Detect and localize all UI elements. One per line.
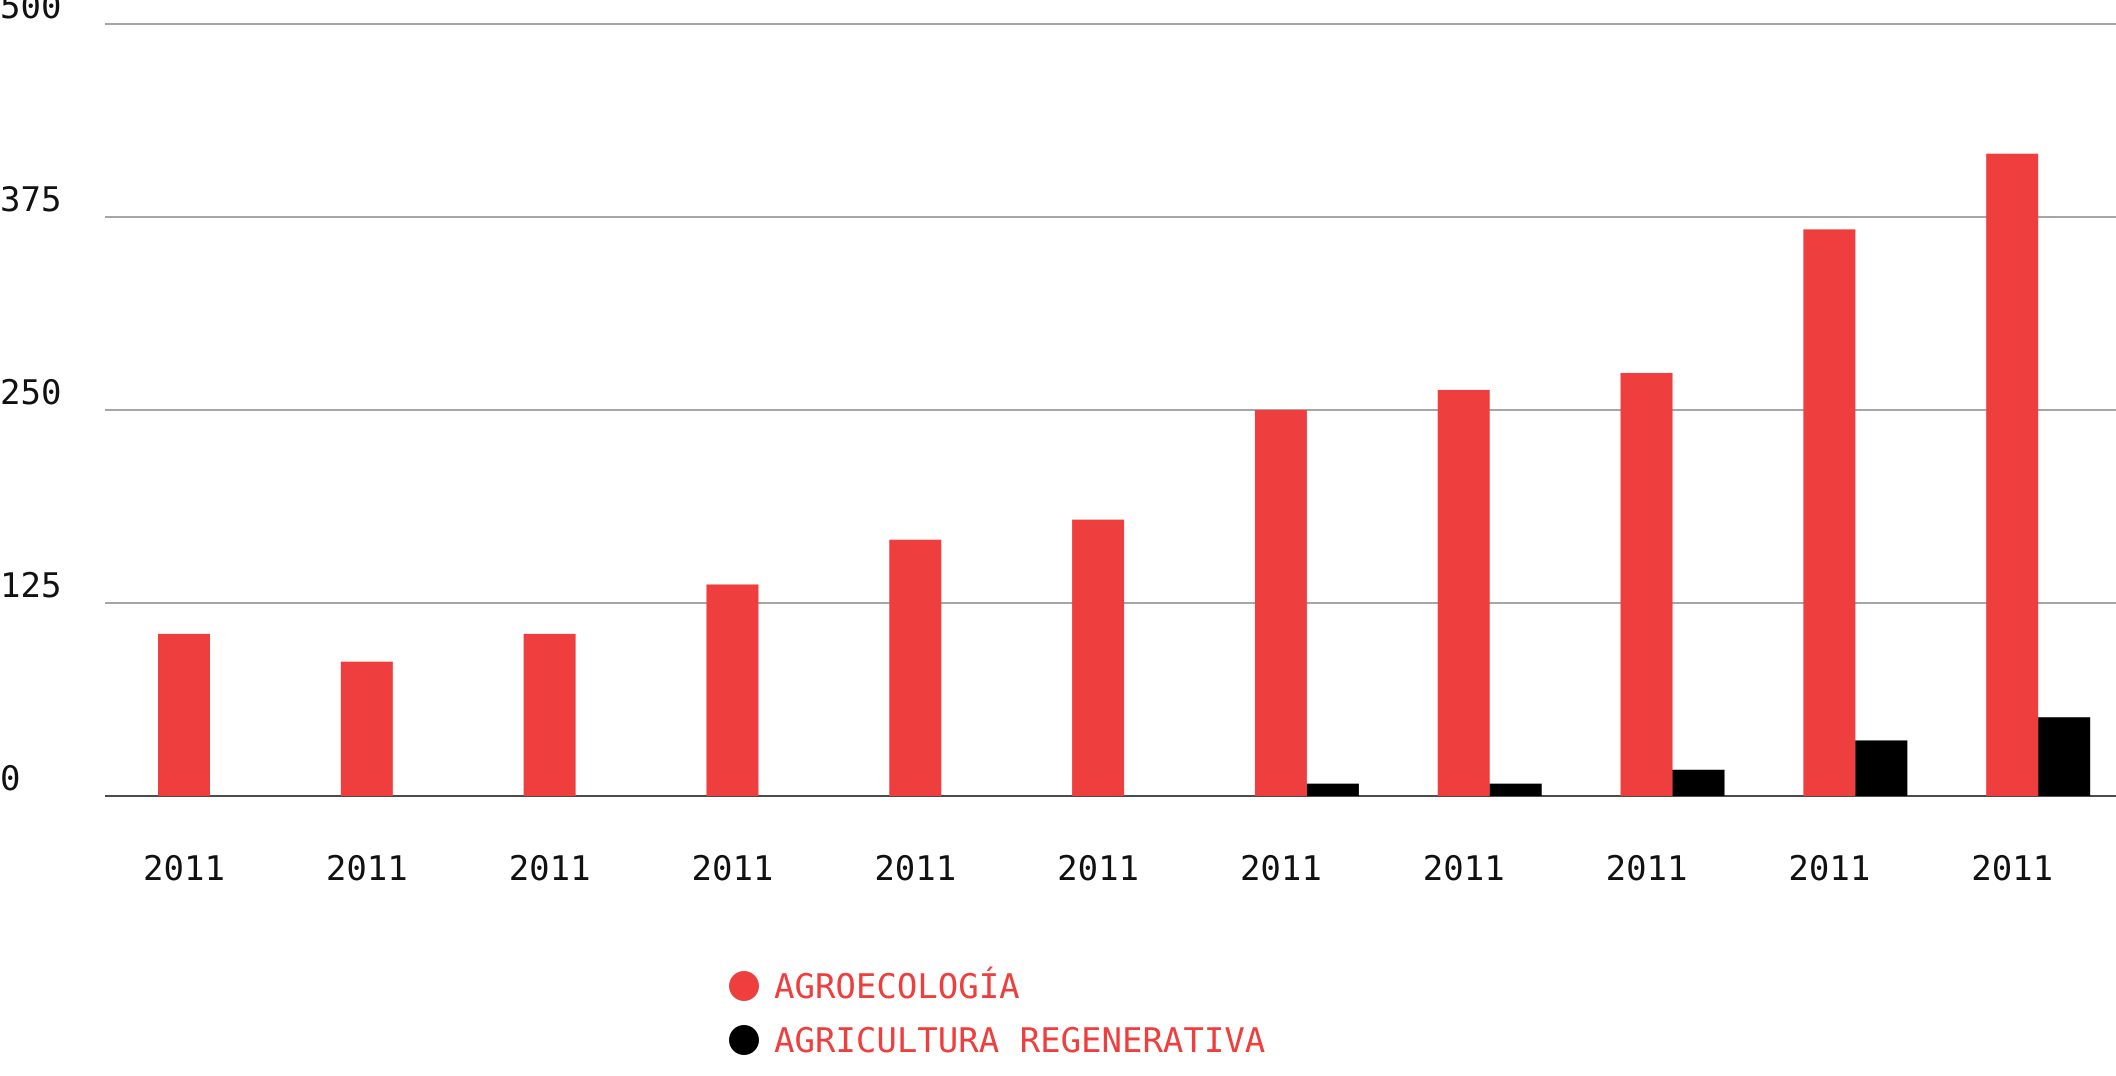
x-tick-label: 2011 bbox=[1971, 849, 2053, 889]
bar bbox=[889, 539, 942, 796]
bar bbox=[1803, 229, 1856, 797]
x-tick-label: 2011 bbox=[326, 849, 408, 889]
legend-label: AGROECOLOGÍA bbox=[774, 966, 1020, 1007]
bar bbox=[706, 584, 759, 796]
bar bbox=[1855, 740, 1908, 796]
x-tick-label: 2011 bbox=[143, 849, 225, 889]
bar bbox=[1672, 769, 1725, 796]
x-tick-label: 2011 bbox=[509, 849, 591, 889]
legend-marker bbox=[729, 1025, 759, 1055]
x-tick-label: 2011 bbox=[1788, 849, 1870, 889]
bar bbox=[158, 633, 210, 796]
y-tick-label: 0 bbox=[0, 759, 20, 799]
legend-label: AGRICULTURA REGENERATIVA bbox=[774, 1021, 1265, 1061]
x-tick-label: 2011 bbox=[692, 849, 774, 889]
y-tick-label: 375 bbox=[0, 180, 61, 220]
legend-marker bbox=[729, 971, 759, 1001]
x-tick-label: 2011 bbox=[1606, 849, 1688, 889]
bar bbox=[2038, 717, 2091, 796]
bar bbox=[1306, 783, 1359, 796]
bar bbox=[1986, 153, 2039, 797]
y-tick-label: 500 bbox=[0, 0, 61, 27]
x-tick-label: 2011 bbox=[874, 849, 956, 889]
x-tick-label: 2011 bbox=[1057, 849, 1139, 889]
bar bbox=[1489, 783, 1542, 796]
y-tick-label: 250 bbox=[0, 373, 61, 413]
bar bbox=[1620, 372, 1673, 796]
x-tick-label: 2011 bbox=[1240, 849, 1322, 889]
bar bbox=[1254, 410, 1307, 796]
y-tick-label: 125 bbox=[0, 566, 61, 606]
bar bbox=[1072, 519, 1125, 796]
bar bbox=[340, 661, 393, 796]
x-tick-label: 2011 bbox=[1423, 849, 1505, 889]
bar bbox=[523, 633, 576, 796]
bar bbox=[1437, 389, 1490, 796]
